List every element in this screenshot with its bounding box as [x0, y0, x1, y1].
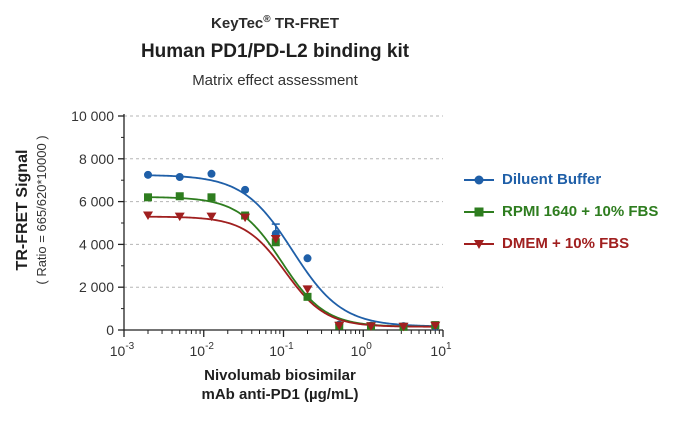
x-axis-label: Nivolumab biosimilar mAb anti-PD1 (µg/mL… [100, 366, 460, 404]
data-point [144, 170, 153, 179]
data-point [143, 211, 154, 221]
y-tick-label: 10 000 [71, 108, 114, 124]
x-tick-label: 10-3 [110, 341, 135, 359]
brand-name: KeyTec [211, 15, 264, 32]
data-point [206, 212, 217, 222]
data-point [398, 322, 409, 332]
data-point [303, 292, 312, 301]
data-point [303, 254, 312, 263]
data-point [334, 321, 345, 331]
x-tick-label: 101 [430, 341, 452, 359]
x-axis-label-line-1: Nivolumab biosimilar [204, 367, 356, 384]
y-tick-label: 0 [106, 322, 114, 338]
data-point [241, 185, 250, 194]
chart-brand-title: KeyTec® TR-FRET [60, 14, 490, 32]
fit-curve [147, 196, 436, 328]
x-axis-label-line-2: mAb anti-PD1 (µg/mL) [201, 386, 359, 403]
registered-mark: ® [263, 14, 271, 25]
chart-title: Human PD1/PD-L2 binding kit [140, 41, 410, 62]
y-tick-label: 6 000 [79, 194, 114, 210]
data-point [270, 235, 281, 244]
fit-curve [147, 174, 436, 327]
legend-label: DMEM + 10% FBS [502, 235, 630, 252]
data-point [144, 193, 153, 202]
legend-label: Diluent Buffer [502, 171, 602, 188]
data-point [175, 172, 184, 181]
y-axis-subtitle: ( Ratio = 665/620*10000 ) [34, 135, 49, 285]
fit-curve [148, 215, 436, 328]
brand-suffix: TR-FRET [270, 15, 339, 32]
y-tick-label: 2 000 [79, 279, 114, 295]
legend-swatch [464, 207, 494, 217]
data-point [175, 192, 184, 201]
legend-swatch [464, 175, 494, 185]
legend-swatch [464, 240, 494, 249]
data-point [240, 213, 251, 223]
y-tick-label: 4 000 [79, 236, 114, 252]
data-point [207, 169, 216, 178]
data-point [207, 193, 216, 202]
x-tick-label: 10-2 [190, 341, 215, 359]
chart-subtitle: Matrix effect assessment [192, 72, 358, 89]
data-point [365, 322, 376, 331]
data-point [174, 212, 185, 222]
y-axis-title: TR-FRET Signal [14, 149, 31, 271]
y-tick-label: 8 000 [79, 151, 114, 167]
x-tick-label: 100 [351, 341, 373, 359]
data-point [430, 321, 441, 331]
x-tick-label: 10-1 [269, 341, 294, 359]
data-point [302, 285, 313, 294]
legend-label: RPMI 1640 + 10% FBS [502, 203, 659, 220]
